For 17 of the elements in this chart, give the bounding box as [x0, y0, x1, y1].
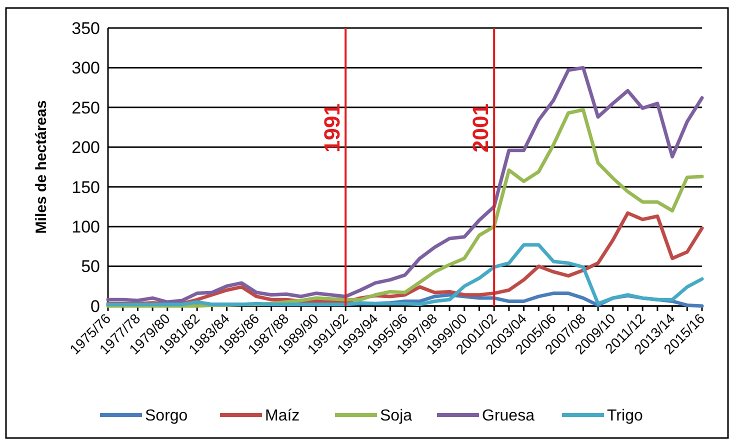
y-axis-title: Miles de hectáreas	[33, 100, 50, 234]
y-tick-label: 250	[72, 98, 100, 118]
legend-label: Gruesa	[482, 408, 535, 425]
ref-line-label: 1991	[320, 104, 345, 152]
legend-label: Maíz	[265, 408, 300, 425]
y-tick-label: 200	[72, 138, 100, 158]
line-series	[106, 66, 704, 304]
legend-label: Trigo	[607, 408, 643, 425]
y-tick-label: 0	[90, 296, 100, 316]
y-tick-label: 50	[81, 257, 100, 276]
y-tick-label: 150	[72, 178, 100, 197]
legend-label: Soja	[380, 408, 412, 425]
y-tick-label: 300	[72, 58, 100, 78]
y-tick-label: 100	[72, 218, 100, 237]
legend-label: Sorgo	[145, 408, 188, 425]
y-tick-label: 350	[72, 18, 100, 38]
ref-line-label: 2001	[468, 104, 494, 152]
